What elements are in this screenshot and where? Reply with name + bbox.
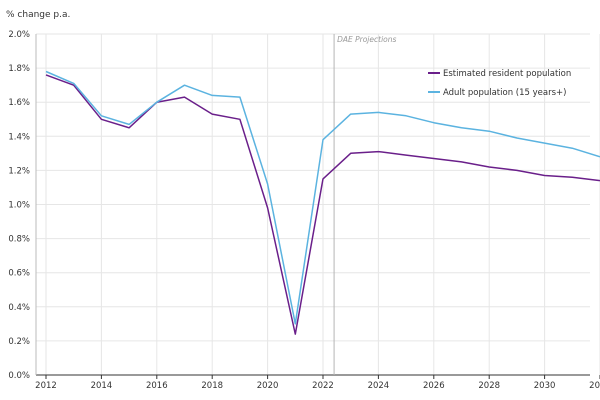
- y-axis-label: % change p.a.: [6, 10, 70, 20]
- series-lines: [45, 70, 600, 335]
- x-tick-label: 2030: [534, 381, 556, 391]
- y-tick-label: 0.0%: [8, 371, 30, 381]
- y-tick-label: 0.2%: [8, 337, 30, 347]
- y-tick-label: 0.4%: [8, 303, 30, 313]
- y-tick-label: 1.6%: [8, 98, 30, 108]
- y-tick-label: 1.2%: [8, 166, 30, 176]
- x-tick-label: 2012: [35, 381, 57, 391]
- legend-label: Adult population (15 years+): [443, 88, 566, 98]
- legend-label: Estimated resident population: [443, 69, 571, 79]
- x-tick-label: 2022: [312, 381, 334, 391]
- x-tick-label: 2016: [146, 381, 168, 391]
- y-tick-label: 1.8%: [8, 64, 30, 74]
- x-tick-label: 2032: [589, 381, 600, 391]
- y-tick-label: 2.0%: [8, 30, 30, 40]
- projection-label: DAE Projections: [337, 35, 396, 44]
- projection-annotation: DAE Projections: [333, 34, 396, 375]
- y-tick-label: 0.8%: [8, 235, 30, 245]
- x-tick-label: 2026: [423, 381, 445, 391]
- x-tick-label: 2024: [368, 381, 390, 391]
- legend: Estimated resident population Adult popul…: [428, 69, 571, 98]
- y-tick-label: 1.0%: [8, 201, 30, 211]
- y-tick-label: 1.4%: [8, 132, 30, 142]
- x-tick-label: 2028: [478, 381, 500, 391]
- axes: 0.0% 0.2% 0.4% 0.6% 0.8% 1.0% 1.2% 1.4% 1.6% 1.8%…: [8, 30, 600, 391]
- series-line-2: [45, 70, 600, 325]
- x-tick-label: 2014: [91, 381, 113, 391]
- x-tick-label: 2020: [257, 381, 279, 391]
- x-tick-label: 2018: [201, 381, 223, 391]
- y-tick-label: 0.6%: [8, 269, 30, 279]
- series-line-1: [45, 74, 600, 335]
